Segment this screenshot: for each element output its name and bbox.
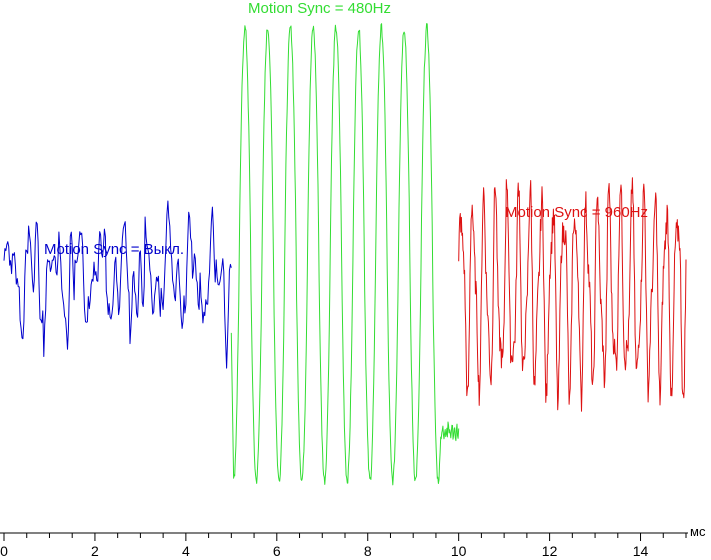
x-tick-label: 8 <box>364 543 372 559</box>
x-axis: 0 2 4 6 8 10 12 14 <box>0 532 688 559</box>
x-tick-label: 2 <box>91 543 99 559</box>
x-tick-label: 4 <box>182 543 190 559</box>
plot-lines <box>3 23 687 486</box>
series-label: Motion Sync = 480Hz <box>248 0 391 17</box>
series-labels: Motion Sync = Выкл. Motion Sync = 480Hz Mo… <box>44 0 648 258</box>
series-label: Motion Sync = 960Hz <box>505 204 648 221</box>
x-tick-label: 10 <box>451 543 467 559</box>
x-tick-label: 14 <box>633 543 649 559</box>
x-axis-unit: мс <box>690 524 706 539</box>
x-tick-label: 12 <box>542 543 558 559</box>
x-tick-label: 6 <box>273 543 281 559</box>
series-label: Motion Sync = Выкл. <box>44 241 184 258</box>
x-tick-label: 0 <box>0 543 8 559</box>
series-line-motion-sync-480hz <box>230 23 460 486</box>
series-line-motion-sync-off <box>3 200 232 369</box>
series-line-motion-sync-960hz <box>458 177 687 412</box>
